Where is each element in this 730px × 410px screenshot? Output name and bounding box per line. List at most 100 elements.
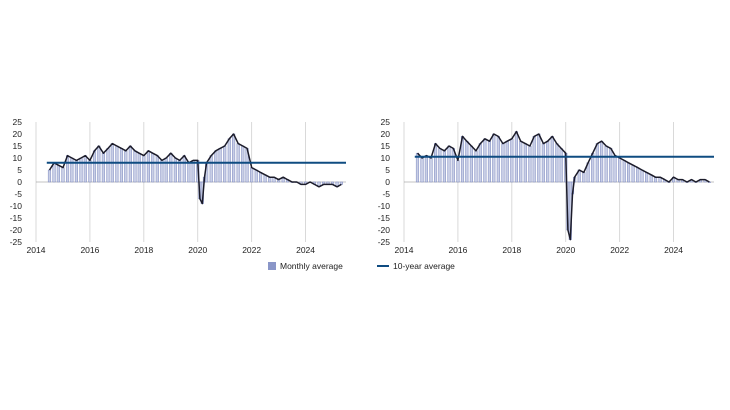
right-bar: [447, 145, 451, 183]
left-bar: [128, 145, 132, 183]
left-x-tick-label: 2014: [27, 245, 46, 255]
right-bar: [537, 133, 541, 183]
left-bar: [250, 167, 254, 183]
right-bar: [415, 152, 420, 183]
left-y-tick-label: 10: [13, 153, 23, 163]
chart-right-svg: 25 20 15 10 5 0 -5 -10 -15 -20 -25 2014 2016 2018 2020…: [378, 117, 714, 255]
right-bar: [707, 181, 711, 183]
right-y-tick-label: 20: [381, 129, 391, 139]
left-y-tick-label: 15: [13, 141, 23, 151]
right-bar: [465, 140, 469, 183]
left-y-tick-label: -15: [10, 213, 23, 223]
legend-right-swatch: [377, 264, 389, 268]
left-bar: [209, 155, 213, 183]
right-bar: [528, 145, 532, 183]
left-bar: [151, 152, 155, 183]
left-bar: [101, 152, 105, 183]
left-y-tick-label: -5: [14, 189, 22, 199]
right-y-tick-label: 15: [381, 141, 391, 151]
right-bar: [631, 164, 635, 183]
right-y-tick-label: 5: [385, 165, 390, 175]
left-y-tick-label: 0: [17, 177, 22, 187]
left-y-tick-label: -10: [10, 201, 23, 211]
right-bar: [474, 150, 478, 183]
left-x-tick-label: 2024: [296, 245, 315, 255]
right-bar: [433, 143, 438, 183]
right-bar: [451, 148, 455, 183]
left-bar: [258, 172, 263, 183]
right-x-tick-label: 2014: [395, 245, 414, 255]
right-bar: [501, 143, 505, 183]
left-bar: [146, 150, 150, 183]
right-x-tick-label: 2018: [502, 245, 521, 255]
right-y-tick-label: -20: [378, 225, 391, 235]
left-bar: [232, 133, 236, 183]
left-bar: [124, 150, 128, 183]
left-bar: [223, 145, 227, 183]
left-y-tick-label: 25: [13, 117, 23, 127]
right-bar: [510, 138, 514, 183]
left-bar: [169, 152, 173, 183]
left-bar: [61, 167, 65, 183]
right-bar: [541, 143, 545, 183]
right-bar: [438, 148, 442, 183]
right-bar: [429, 157, 433, 183]
right-x-tick-label: 2024: [664, 245, 683, 255]
right-bar: [442, 150, 446, 183]
right-bar: [478, 143, 482, 183]
right-bar: [582, 172, 586, 183]
right-bar: [487, 140, 492, 183]
right-bar: [505, 140, 509, 183]
right-y-tick-label: -5: [382, 189, 390, 199]
left-bar: [137, 152, 141, 183]
left-series-line: [48, 133, 342, 205]
left-bar: [218, 148, 222, 183]
left-bar: [70, 157, 74, 183]
right-bar: [469, 145, 473, 183]
right-bar: [546, 140, 550, 183]
right-series-line: [416, 130, 710, 241]
left-y-tick-label: -20: [10, 225, 23, 235]
right-bar: [424, 155, 428, 183]
left-bar: [83, 155, 87, 183]
right-bar: [626, 162, 631, 183]
left-x-tick-label: 2016: [80, 245, 99, 255]
right-bar: [622, 160, 626, 183]
right-y-tick-label: 0: [385, 177, 390, 187]
legend-left-swatch: [268, 262, 276, 270]
right-bar: [609, 148, 613, 183]
right-bar: [492, 133, 496, 183]
right-bar: [613, 155, 617, 183]
right-y-tick-label: 10: [381, 153, 391, 163]
left-bar: [339, 181, 343, 185]
left-bar: [115, 145, 119, 183]
left-bar: [164, 157, 168, 183]
right-bar: [532, 136, 536, 183]
left-bar: [182, 155, 186, 183]
chart-left: 25 20 15 10 5 0 -5 -10 -15 -20 -25 2014 2016 2018 2020…: [0, 110, 350, 280]
legend-left: Monthly average: [268, 261, 343, 271]
right-bar: [523, 143, 527, 183]
left-bar: [47, 169, 52, 183]
left-bar: [214, 150, 218, 183]
right-bar: [636, 167, 640, 183]
left-bar: [92, 150, 97, 183]
left-bar: [173, 157, 177, 183]
left-bar: [142, 155, 146, 183]
chart-right: 25 20 15 10 5 0 -5 -10 -15 -20 -25 2014 2016 2018 2020…: [368, 110, 718, 280]
left-bar: [241, 145, 245, 183]
left-x-tick-label: 2018: [134, 245, 153, 255]
left-bar: [254, 169, 258, 183]
left-y-tick-label: 20: [13, 129, 23, 139]
right-y-tick-label: 25: [381, 117, 391, 127]
right-x-tick-label: 2020: [556, 245, 575, 255]
left-bar: [106, 148, 110, 183]
legend-left-label: Monthly average: [280, 261, 343, 271]
right-x-tick-label: 2022: [610, 245, 629, 255]
left-x-tick-label: 2020: [188, 245, 207, 255]
legend-right: 10-year average: [377, 261, 455, 271]
right-y-tick-label: -15: [378, 213, 391, 223]
right-bar: [604, 145, 608, 183]
left-bar: [97, 145, 101, 183]
legend-right-label: 10-year average: [393, 261, 455, 271]
